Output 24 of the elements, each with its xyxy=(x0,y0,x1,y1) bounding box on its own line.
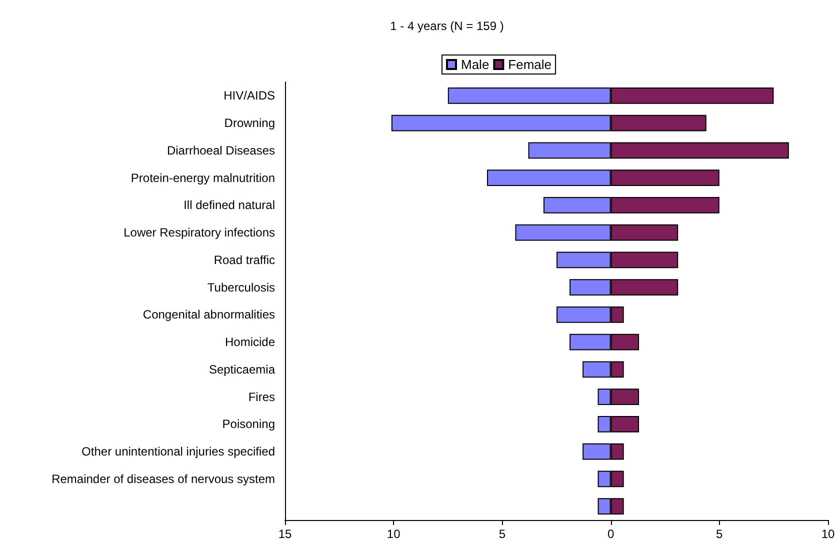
x-tick-label: 5 xyxy=(498,527,506,541)
y-tick-label: Diarrhoeal Diseases xyxy=(166,143,275,158)
y-tick-label: Ill defined natural xyxy=(184,198,275,212)
y-tick-label: Tuberculosis xyxy=(207,280,275,294)
y-tick-label: Lower Respiratory infections xyxy=(124,226,275,240)
y-tick-label: Poisoning xyxy=(222,417,275,432)
x-tick-label: 5 xyxy=(716,527,724,541)
y-tick-label: Fires xyxy=(248,390,275,404)
y-tick-label: Remainder of diseases of nervous system xyxy=(52,472,275,486)
x-tick-label: 15 xyxy=(278,527,292,541)
y-tick-label: Other unintentional injuries specified xyxy=(82,444,275,459)
y-tick-label: Road traffic xyxy=(214,252,275,267)
y-tick-label: Septicaemia xyxy=(208,362,276,376)
x-tick-label: 10 xyxy=(821,527,835,541)
y-tick-label: HIV/AIDS xyxy=(224,88,275,103)
chart-title: 1 - 4 years (N = 159 ) xyxy=(390,19,504,33)
legend-label: Male xyxy=(461,57,490,72)
x-tick-label: 10 xyxy=(386,527,401,541)
legend-label: Female xyxy=(508,57,552,72)
y-tick-label: Homicide xyxy=(224,335,276,350)
y-tick-label: Drowning xyxy=(224,116,275,130)
x-tick-label: 0 xyxy=(607,527,614,541)
y-tick-label: Protein-energy malnutrition xyxy=(130,170,275,185)
y-tick-label: Congenital abnormalities xyxy=(142,308,275,322)
